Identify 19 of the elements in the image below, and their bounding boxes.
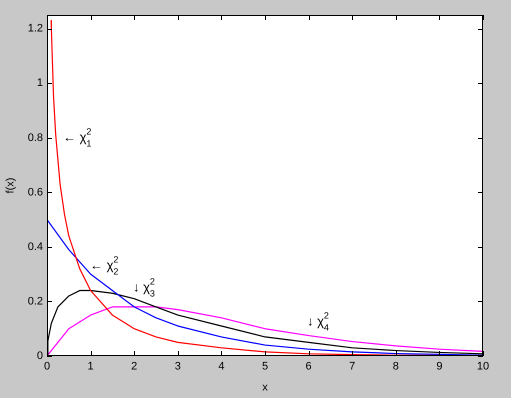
x-tick-label: 8 xyxy=(392,360,399,373)
x-tick-label: 9 xyxy=(436,360,442,373)
y-tick-label: 1 xyxy=(36,77,43,90)
y-tick-label: 0.8 xyxy=(28,132,43,144)
y-tick-label: 1.2 xyxy=(28,22,43,35)
x-tick-label: 3 xyxy=(174,360,181,373)
y-tick-label: 0.6 xyxy=(28,186,43,198)
x-axis-title: x xyxy=(262,381,268,394)
x-tick-label: 2 xyxy=(131,360,138,373)
x-tick-label: 5 xyxy=(262,360,268,373)
y-axis-title: f(x) xyxy=(4,178,17,194)
x-tick-label: 4 xyxy=(218,360,224,373)
y-tick-label: 0 xyxy=(36,350,43,362)
y-tick-label: 0.2 xyxy=(28,295,43,308)
x-tick-label: 7 xyxy=(349,360,356,373)
x-tick-label: 6 xyxy=(306,360,312,373)
x-tick-label: 10 xyxy=(476,360,490,373)
y-tick-label: 0.4 xyxy=(28,240,43,253)
x-tick-label: 1 xyxy=(88,360,94,373)
